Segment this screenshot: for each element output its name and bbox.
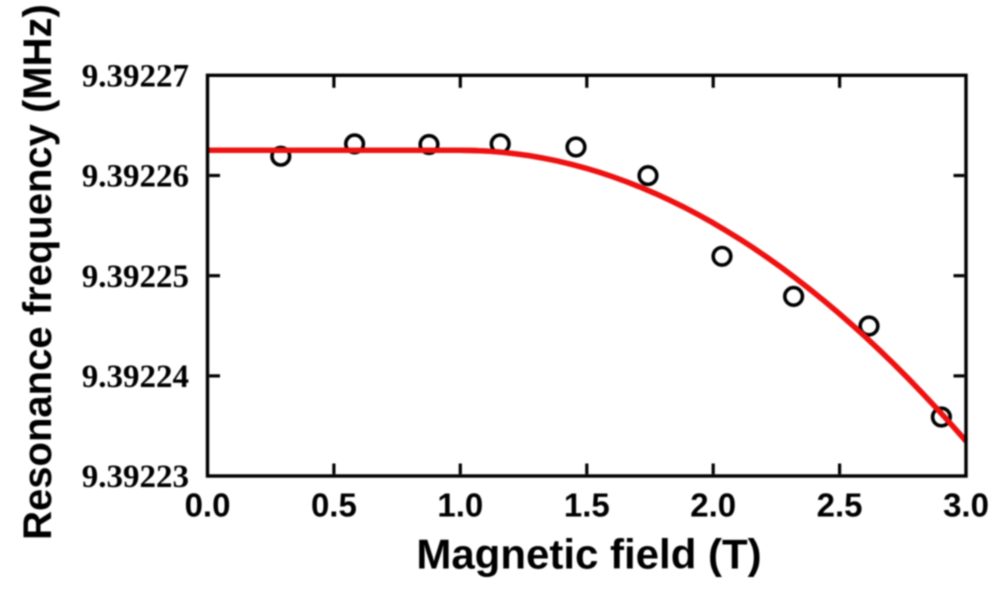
- svg-text:9.39226: 9.39226: [82, 159, 189, 195]
- svg-text:9.39223: 9.39223: [82, 459, 189, 495]
- svg-text:9.39224: 9.39224: [82, 359, 189, 395]
- svg-text:9.39227: 9.39227: [82, 59, 189, 95]
- svg-text:1.5: 1.5: [564, 487, 610, 524]
- svg-text:3.0: 3.0: [943, 487, 989, 524]
- svg-text:1.0: 1.0: [437, 487, 483, 524]
- svg-text:Magnetic field (T): Magnetic field (T): [416, 531, 761, 578]
- svg-text:2.0: 2.0: [690, 487, 736, 524]
- svg-text:2.5: 2.5: [817, 487, 863, 524]
- svg-text:0.0: 0.0: [185, 487, 231, 524]
- svg-text:Resonance frequency (MHz): Resonance frequency (MHz): [16, 4, 60, 540]
- svg-text:0.5: 0.5: [311, 487, 357, 524]
- svg-text:9.39225: 9.39225: [82, 259, 189, 295]
